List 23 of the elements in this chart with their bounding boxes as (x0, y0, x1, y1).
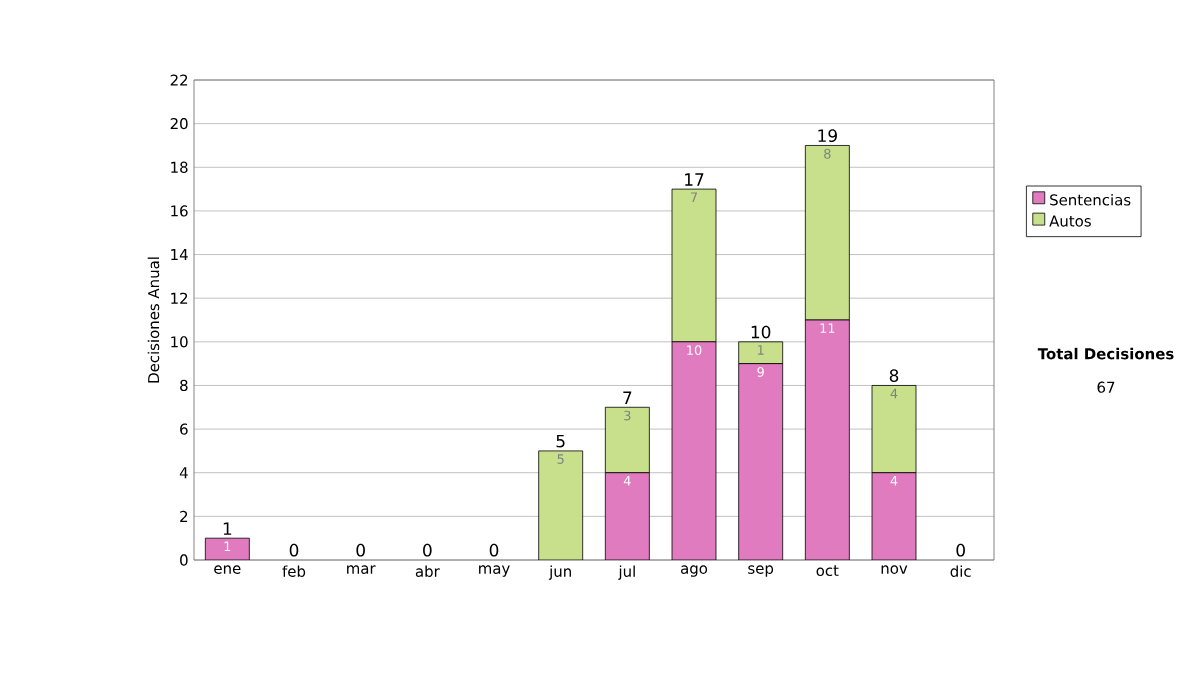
bar (871, 472, 917, 560)
total-label: 5 (556, 434, 565, 448)
bar (604, 472, 650, 560)
bar (671, 188, 717, 343)
total-label: 0 (489, 543, 499, 557)
bar (738, 341, 784, 365)
bar (604, 406, 650, 474)
total-label: 0 (423, 543, 432, 557)
total-label: 0 (289, 543, 299, 557)
total-label: 17 (685, 173, 704, 186)
total-label: 0 (356, 543, 365, 557)
bar (804, 145, 850, 321)
total-label: 10 (751, 325, 771, 339)
bar (871, 385, 917, 474)
bar (738, 363, 784, 560)
bar (671, 341, 717, 560)
total-label: 8 (889, 369, 899, 383)
bar (538, 450, 584, 560)
bar (804, 319, 850, 560)
total-label: 0 (956, 543, 965, 557)
total-label: 7 (623, 391, 632, 404)
total-label: 1 (223, 522, 232, 535)
total-label: 19 (818, 129, 837, 143)
